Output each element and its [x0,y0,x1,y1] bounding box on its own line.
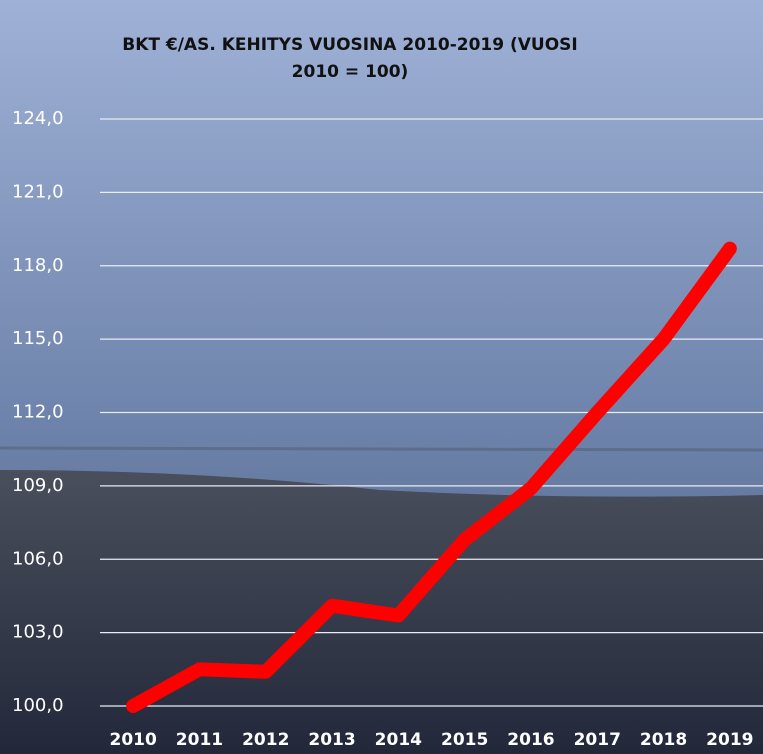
y-tick-label: 121,0 [12,181,64,202]
x-tick-label: 2018 [640,730,687,750]
x-tick-label: 2011 [176,730,223,750]
x-tick-label: 2010 [109,730,156,750]
y-tick-label: 118,0 [12,255,64,276]
x-tick-label: 2012 [242,730,289,750]
y-tick-label: 112,0 [12,402,64,423]
x-tick-label: 2013 [308,730,355,750]
horizon [0,446,763,452]
data-line [126,241,737,713]
y-tick-label: 115,0 [12,328,64,349]
y-tick-label: 103,0 [12,622,64,643]
y-tick-label: 100,0 [12,695,64,716]
x-tick-label: 2017 [574,730,621,750]
y-tick-label: 124,0 [12,108,64,129]
chart-title: BKT €/AS. KEHITYS VUOSINA 2010-2019 (VUO… [122,35,578,82]
y-tick-label: 109,0 [12,475,64,496]
x-tick-label: 2019 [706,730,753,750]
x-tick-label: 2016 [507,730,554,750]
x-tick-label: 2014 [375,730,422,750]
x-tick-label: 2015 [441,730,488,750]
y-tick-label: 106,0 [12,548,64,569]
